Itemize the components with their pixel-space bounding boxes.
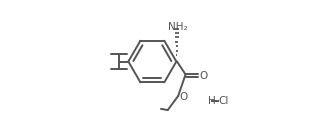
Text: O: O xyxy=(199,71,207,81)
Text: O: O xyxy=(180,92,188,102)
Text: NH₂: NH₂ xyxy=(168,22,187,31)
Text: H: H xyxy=(208,96,216,106)
Text: Cl: Cl xyxy=(219,96,229,106)
